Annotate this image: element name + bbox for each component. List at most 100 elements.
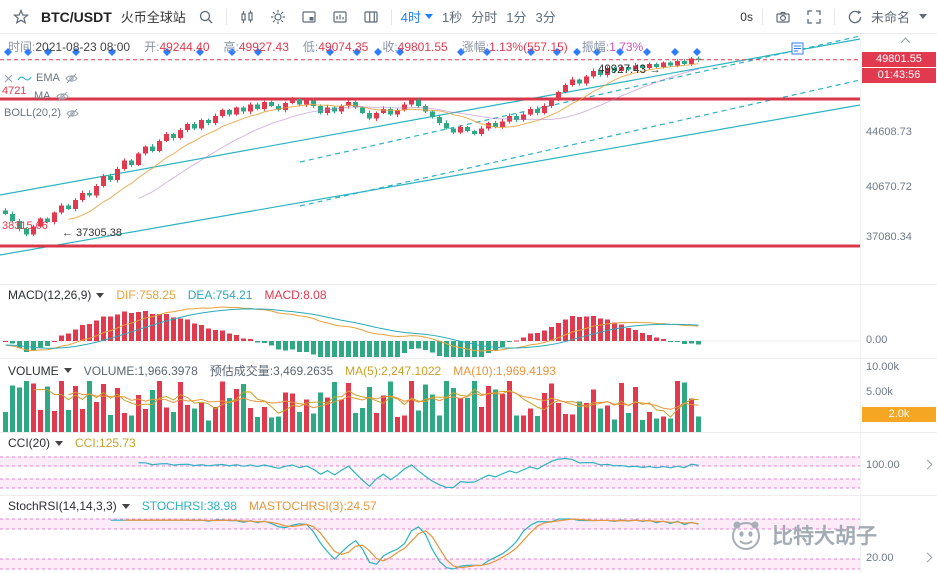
macd-pane: MACD(12,26,9) DIF:758.25 DEA:754.21 MACD… — [0, 284, 937, 358]
last-price-badge: 49801.55 — [862, 52, 936, 67]
toolbar-separator — [390, 8, 392, 25]
column-layout-icon[interactable] — [360, 6, 382, 28]
cci-pane: CCI(20) CCI:125.73 100.00 — [0, 432, 937, 495]
remove-indicator-icon[interactable] — [4, 74, 13, 83]
amplitude-label: 振幅: — [581, 40, 610, 54]
scroll-right-icon[interactable] — [922, 552, 933, 563]
chevron-down-icon — [919, 14, 927, 19]
fullscreen-icon[interactable] — [803, 6, 825, 28]
boll-indicator-row: BOLL(20,2) — [4, 107, 79, 119]
settings-gear-icon[interactable] — [267, 6, 289, 28]
interval-timeshare[interactable]: 分时 — [471, 10, 498, 25]
macd-zero-tick: 0.00 — [866, 334, 888, 346]
volume-tick-mid: 5.00k — [866, 386, 893, 398]
interval-4h-selected[interactable]: 4时 — [401, 7, 434, 26]
toolbar-separator — [833, 8, 835, 25]
stoch-k-value: STOCHRSI:38.98 — [141, 499, 237, 513]
dropdown-caret-icon — [55, 440, 64, 446]
cci-indicator-title[interactable]: CCI(20) — [8, 436, 64, 450]
amplitude-value: 1.73% — [609, 40, 644, 54]
price-axis[interactable]: 49801.55 01:43:56 44608.73 40670.72 3708… — [860, 34, 937, 284]
volume-title-label: VOLUME — [8, 363, 59, 378]
scroll-up-icon[interactable] — [900, 37, 911, 48]
eye-off-icon[interactable] — [66, 108, 79, 119]
main-candlestick-chart[interactable] — [0, 34, 860, 284]
volume-value: VOLUME:1,966.3978 — [83, 363, 198, 378]
pip-window-icon[interactable] — [298, 6, 320, 28]
search-icon[interactable] — [195, 6, 217, 28]
volume-estimate-value: 预估成交量:3,469.2635 — [209, 364, 334, 378]
stoch-indicator-title[interactable]: StochRSI(14,14,3,3) — [8, 499, 130, 513]
toolbar: BTC/USDT 火币全球站 4时 1秒 分时 1分 3分 0s 未命名 — [0, 0, 937, 34]
bar-countdown-badge: 01:43:56 — [862, 68, 936, 83]
low-line-label: 38315.66 — [2, 220, 48, 232]
volume-indicator-title[interactable]: VOLUME — [8, 364, 72, 378]
boll-label: BOLL(20,2) — [4, 107, 61, 119]
indicator-panel-icon[interactable] — [329, 6, 351, 28]
ma-indicator-row: MA — [34, 90, 69, 102]
eye-off-icon[interactable] — [65, 73, 78, 84]
macd-chart[interactable] — [0, 301, 860, 357]
ohlc-info-bar: 时间:2021-08-23 08:00 开:49244.40 高:49927.4… — [8, 38, 643, 55]
alert-price-label: 4721 — [2, 85, 27, 97]
high-price-annotation: 49927.43 → — [598, 64, 661, 76]
open-label: 开: — [144, 40, 160, 54]
wave-line-icon — [18, 75, 31, 81]
low-label: 低: — [302, 40, 319, 54]
bar-countdown: 0s — [740, 9, 753, 24]
change-value: 1.13%(557.15) — [489, 40, 568, 54]
price-tick: 44608.73 — [866, 126, 912, 138]
macd-dif-value: DIF:758.25 — [116, 288, 176, 302]
dropdown-caret-icon — [121, 503, 130, 509]
high-value: 49927.43 — [238, 40, 289, 54]
volume-chart[interactable] — [0, 377, 860, 432]
volume-header: VOLUME VOLUME:1,966.3978 预估成交量:3,469.263… — [8, 362, 556, 379]
macd-header: MACD(12,26,9) DIF:758.25 DEA:754.21 MACD… — [8, 288, 327, 302]
template-selector[interactable]: 未命名 — [844, 6, 927, 28]
macd-title-label: MACD(12,26,9) — [8, 288, 92, 302]
time-label: 时间: — [8, 40, 36, 54]
cci-title-label: CCI(20) — [8, 436, 51, 450]
scroll-right-icon[interactable] — [922, 459, 933, 470]
interval-1s[interactable]: 1秒 — [442, 10, 463, 25]
volume-ma5-value: MA(5):2,247.1022 — [345, 363, 442, 378]
high-label: 高: — [223, 40, 239, 54]
favorite-star-icon[interactable] — [10, 6, 32, 28]
stoch-d-value: MASTOCHRSI(3):24.57 — [248, 499, 377, 513]
cci-axis[interactable]: 100.00 — [860, 433, 937, 495]
screenshot-camera-icon[interactable] — [772, 6, 794, 28]
close-value: 49801.55 — [397, 40, 448, 54]
macd-dea-value: DEA:754.21 — [187, 288, 253, 302]
stoch-chart[interactable] — [0, 514, 860, 572]
ma-label: MA — [34, 90, 51, 102]
cci-header: CCI(20) CCI:125.73 — [8, 436, 136, 450]
toolbar-separator — [761, 8, 763, 25]
template-name-label: 未命名 — [870, 10, 910, 25]
macd-hist-value: MACD:8.08 — [264, 288, 327, 302]
chart-style-icon[interactable] — [236, 6, 258, 28]
ema-label: EMA — [36, 72, 60, 84]
interval-3m[interactable]: 3分 — [535, 10, 556, 25]
stoch-header: StochRSI(14,14,3,3) STOCHRSI:38.98 MASTO… — [8, 499, 377, 513]
macd-indicator-title[interactable]: MACD(12,26,9) — [8, 288, 105, 302]
symbol-title[interactable]: BTC/USDT — [41, 8, 112, 25]
watermark-logo-icon — [732, 521, 760, 550]
toolbar-separator — [225, 8, 227, 25]
volume-badge: 2.0k — [862, 407, 936, 422]
eye-off-icon[interactable] — [55, 91, 69, 102]
low-price-annotation: ← 37305.38 — [62, 227, 122, 239]
volume-axis[interactable]: 10.00k 5.00k 2.0k — [860, 359, 937, 432]
interval-1m[interactable]: 1分 — [506, 10, 527, 25]
note-marker-icon[interactable] — [791, 42, 804, 58]
volume-tick-top: 10.00k — [866, 361, 900, 373]
cci-tick: 100.00 — [866, 459, 900, 471]
dropdown-caret-icon — [96, 292, 105, 298]
macd-axis[interactable]: 0.00 — [860, 285, 937, 358]
cci-chart[interactable] — [0, 449, 860, 495]
watermark-text: 比特大胡子 — [772, 525, 877, 548]
open-value: 49244.40 — [159, 40, 210, 54]
dropdown-caret-icon — [63, 368, 72, 373]
stoch-title-label: StochRSI(14,14,3,3) — [8, 499, 117, 513]
stoch-axis[interactable]: 20.00 — [860, 496, 937, 573]
cci-value: CCI:125.73 — [75, 436, 136, 450]
